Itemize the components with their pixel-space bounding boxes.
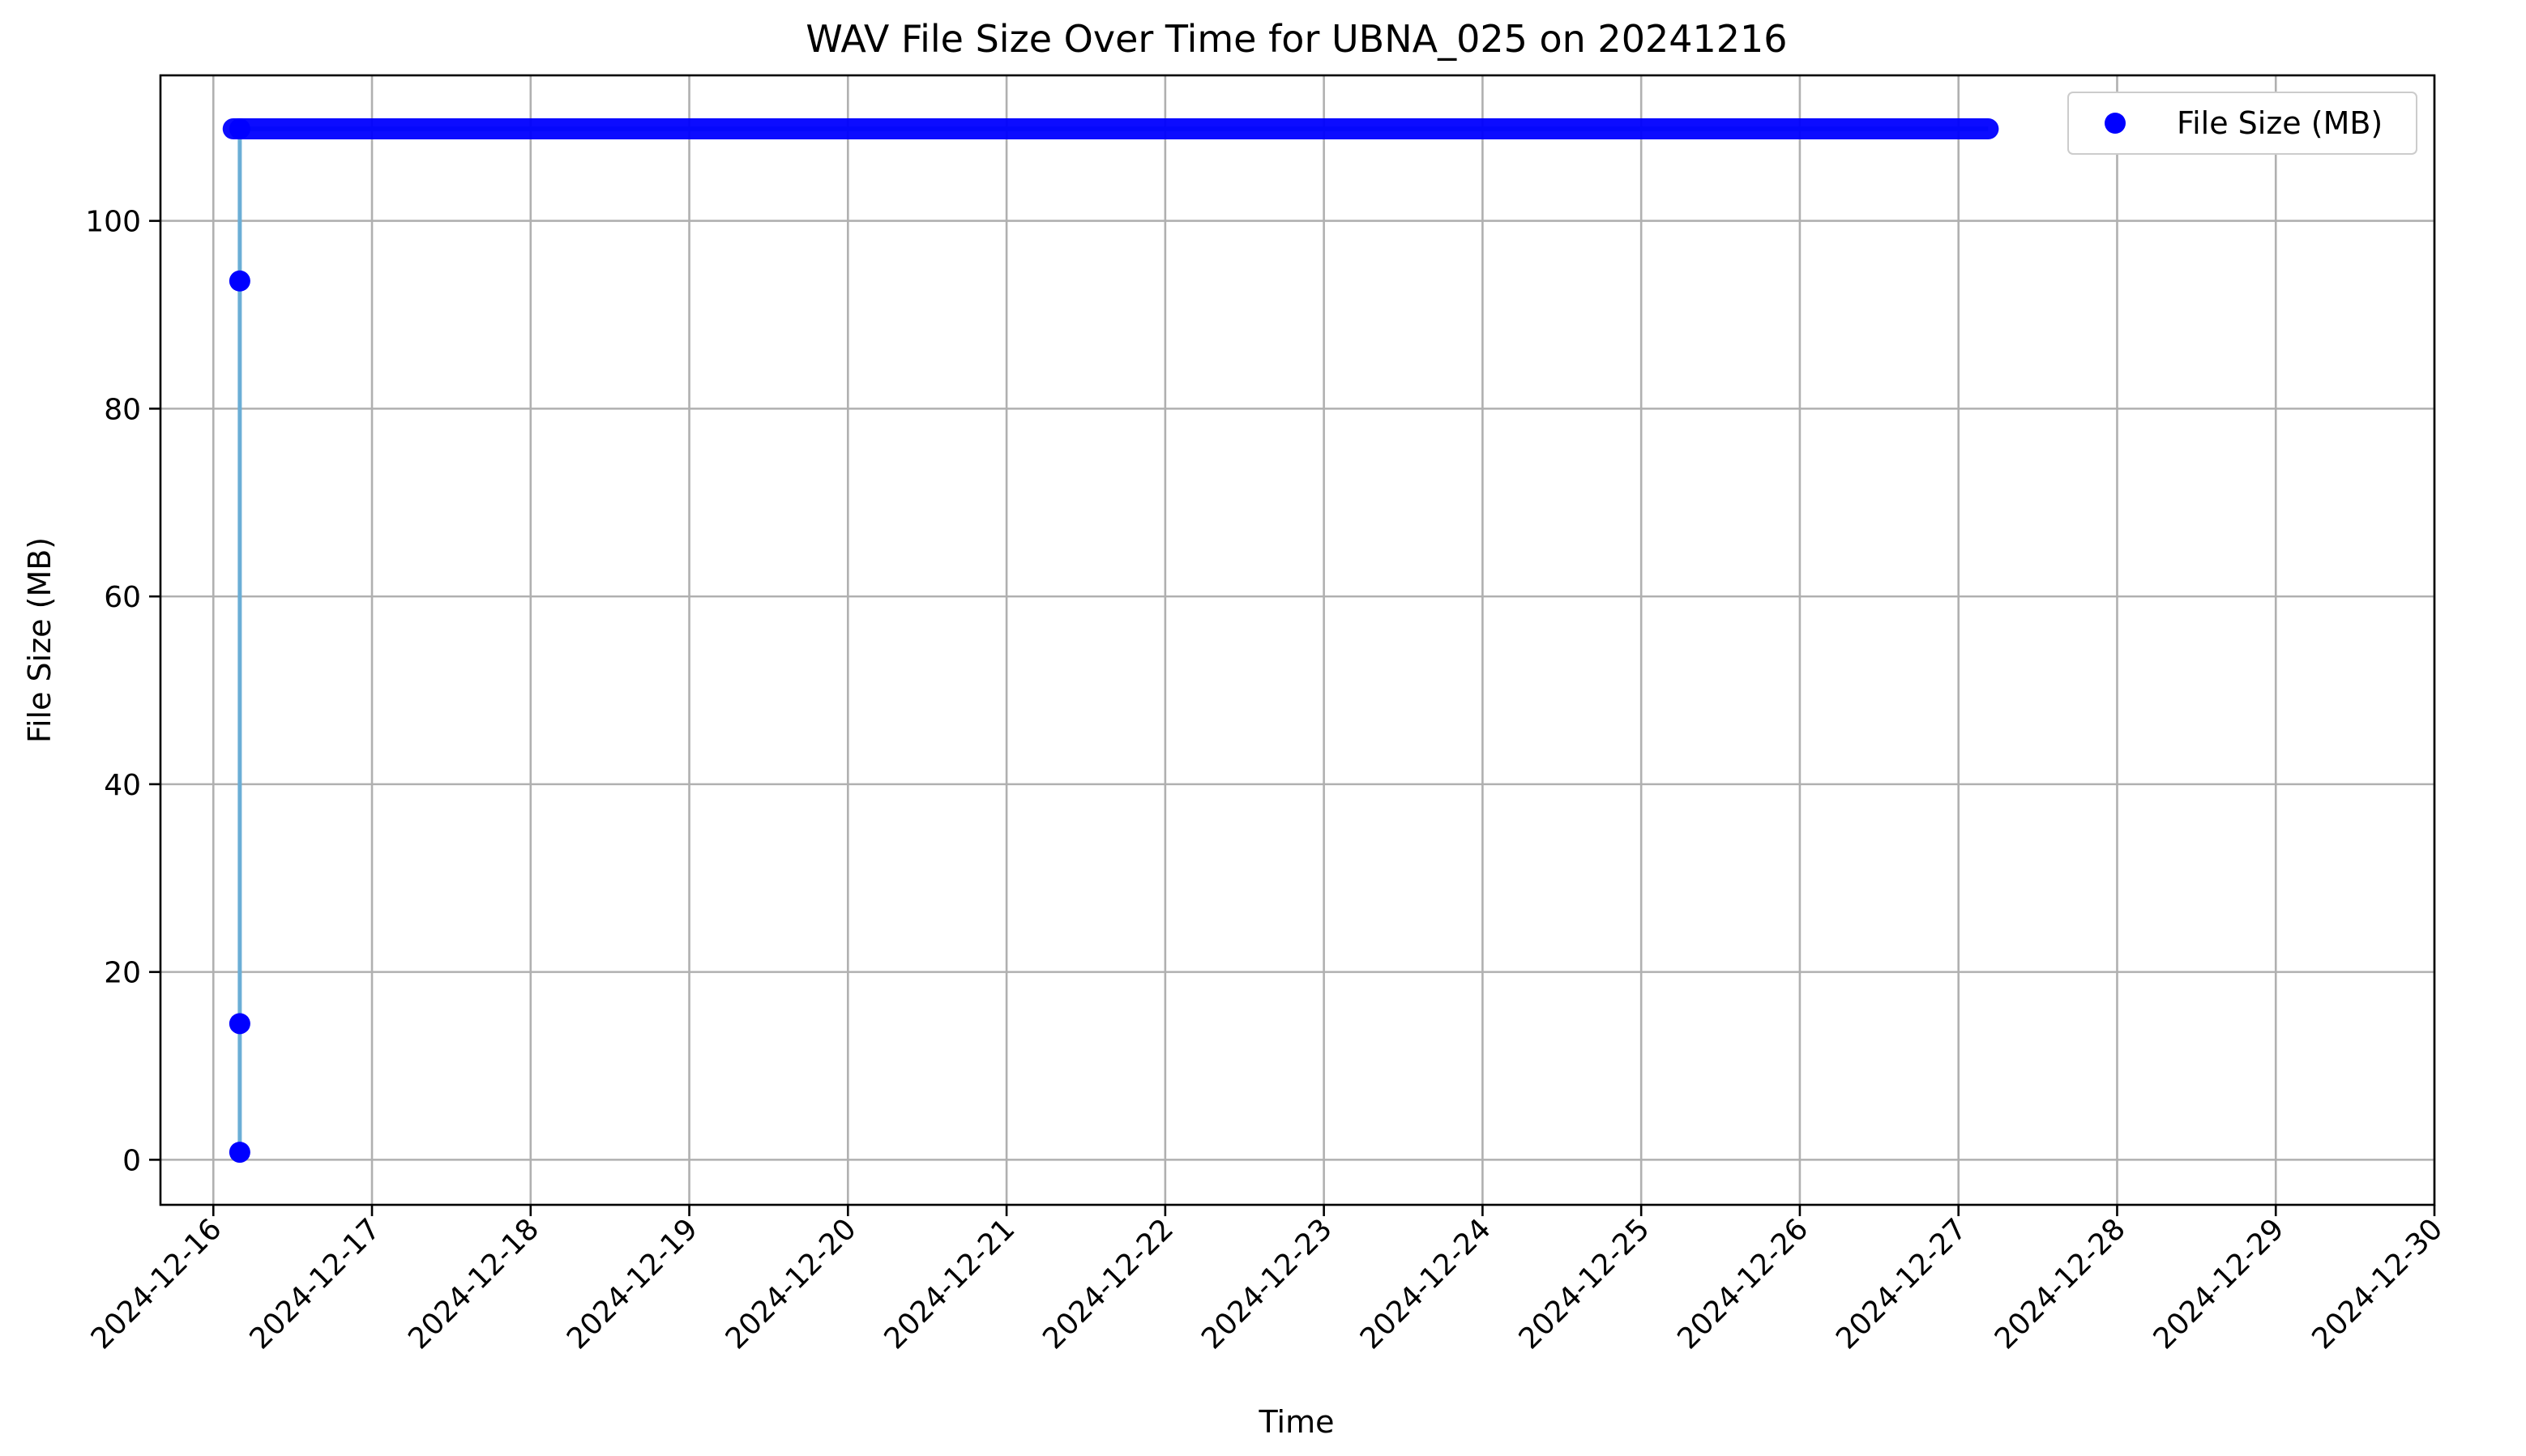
plot-area-frame <box>159 74 2436 1206</box>
y-tick-label: 100 <box>85 206 141 239</box>
y-tick-label: 80 <box>104 393 141 426</box>
y-axis-label: File Size (MB) <box>22 537 58 743</box>
legend-label: File Size (MB) <box>2177 105 2383 141</box>
y-tick-label: 20 <box>104 957 141 990</box>
chart-title: WAV File Size Over Time for UBNA_025 on … <box>806 17 1787 61</box>
y-tick-label: 40 <box>104 769 141 802</box>
data-point <box>229 1013 250 1035</box>
y-tick-label: 60 <box>104 581 141 614</box>
legend-frame <box>2067 92 2417 155</box>
legend: File Size (MB) <box>2067 92 2417 155</box>
data-series <box>222 118 1999 1164</box>
x-axis-label: Time <box>1259 1404 1335 1440</box>
data-point <box>229 118 250 140</box>
legend-marker <box>2105 113 2126 134</box>
data-point <box>229 1142 250 1164</box>
data-point <box>229 270 250 292</box>
y-tick-label: 0 <box>122 1144 141 1177</box>
